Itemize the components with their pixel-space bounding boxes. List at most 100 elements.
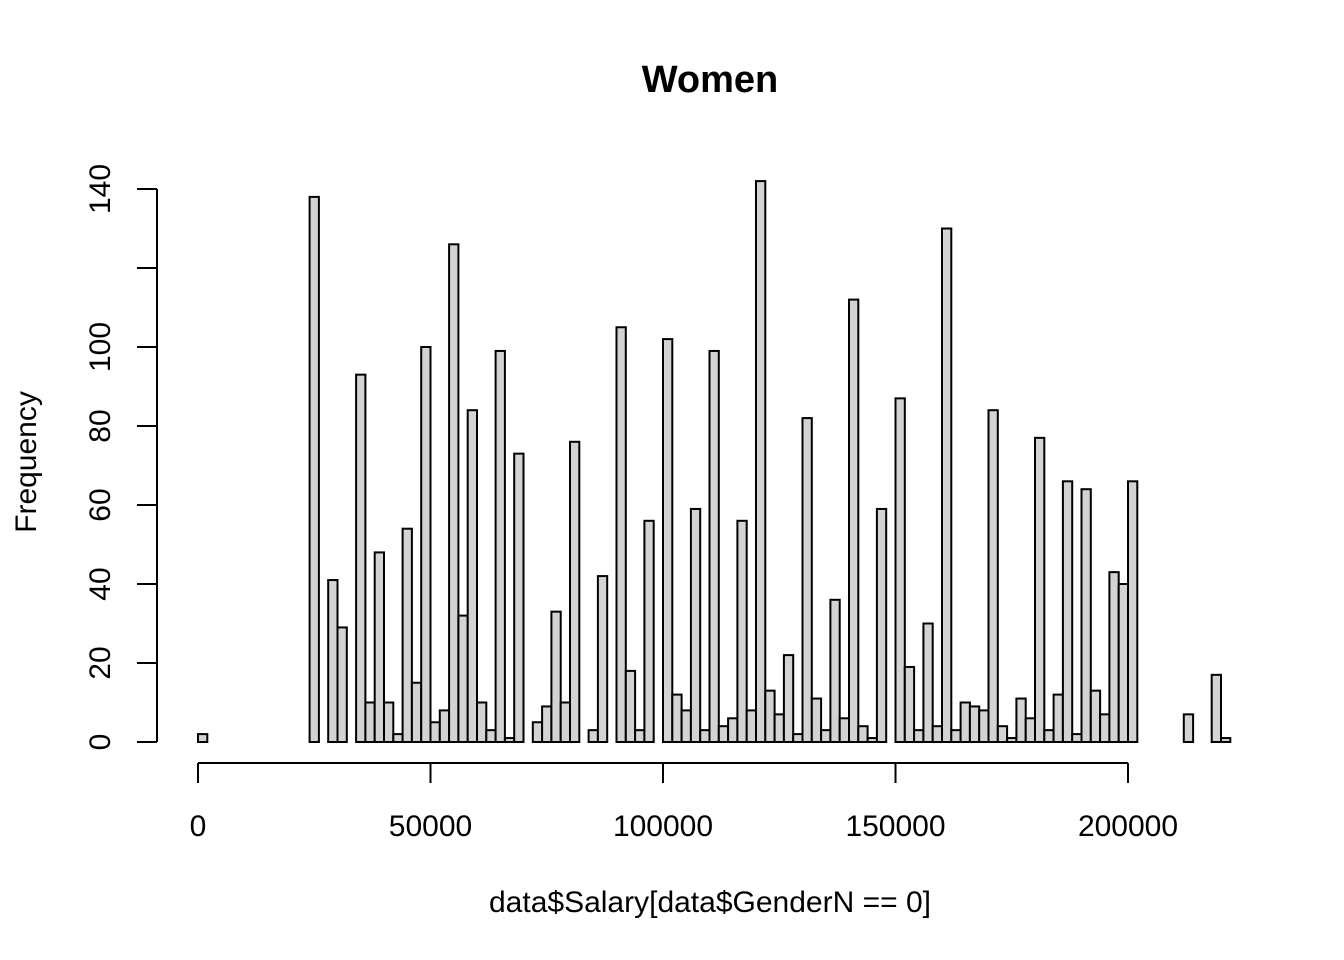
histogram-bar xyxy=(559,701,572,743)
histogram-bar xyxy=(1061,480,1074,743)
histogram-bar xyxy=(1043,729,1055,744)
histogram-bar xyxy=(745,709,758,744)
histogram-bar xyxy=(950,729,962,744)
histogram-bar xyxy=(1006,737,1018,743)
histogram-bar xyxy=(587,729,599,744)
histogram-bar xyxy=(364,701,376,743)
histogram-bar xyxy=(689,507,702,744)
histogram-bar xyxy=(401,527,413,744)
histogram-bar xyxy=(764,689,776,744)
histogram-bar xyxy=(420,346,432,743)
chart-title: Women xyxy=(642,59,779,101)
histogram-bar xyxy=(680,709,692,744)
y-tick-label: 20 xyxy=(84,646,117,679)
histogram-bar xyxy=(392,733,404,743)
histogram-bar xyxy=(531,721,544,743)
histogram-bar xyxy=(410,681,423,743)
histogram-bar xyxy=(373,551,386,744)
histogram-bar xyxy=(1052,693,1064,743)
y-axis-label: Frequency xyxy=(10,391,43,533)
histogram-bar xyxy=(457,614,469,743)
x-tick-label: 100000 xyxy=(613,810,713,843)
histogram-bar xyxy=(1024,717,1036,743)
histogram-bar xyxy=(1099,713,1111,743)
histogram-bar xyxy=(978,709,990,744)
histogram-bar xyxy=(485,729,497,744)
histogram-bar xyxy=(1220,737,1232,743)
bars-group xyxy=(197,180,1232,744)
histogram-bar xyxy=(1089,689,1102,744)
histogram-bar xyxy=(773,713,785,743)
histogram-bar xyxy=(857,725,869,744)
histogram-bar xyxy=(569,440,581,743)
histogram-bar xyxy=(513,452,525,743)
histogram-bar xyxy=(1127,480,1139,743)
histogram-bar xyxy=(941,227,953,743)
histogram-bar xyxy=(699,729,711,744)
histogram-bar xyxy=(1182,713,1195,743)
histogram-bar xyxy=(727,717,739,743)
histogram-bar xyxy=(476,701,488,743)
histogram-bar xyxy=(801,417,813,743)
histogram-bar xyxy=(782,654,795,743)
histogram-bar xyxy=(643,519,655,743)
histogram-bar xyxy=(968,705,981,744)
y-tick-label: 80 xyxy=(84,409,117,442)
y-tick-label: 0 xyxy=(84,734,117,751)
histogram-bar xyxy=(922,622,934,743)
histogram-bar xyxy=(755,180,767,744)
histogram-bar xyxy=(448,243,460,744)
histogram-bar xyxy=(494,349,506,743)
histogram-bar xyxy=(717,725,730,744)
histogram-bar xyxy=(327,579,339,743)
histogram-bar xyxy=(996,725,1009,744)
histogram-bar xyxy=(1071,733,1083,743)
histogram-bar xyxy=(866,737,878,743)
histogram-bar xyxy=(1117,583,1129,743)
histogram-bar xyxy=(875,507,888,744)
histogram-bar xyxy=(336,626,348,744)
histogram-bar xyxy=(848,298,860,743)
y-tick-label: 40 xyxy=(84,567,117,600)
histogram-bar xyxy=(1034,436,1046,743)
histogram-bar xyxy=(671,693,683,743)
histogram-bar xyxy=(987,409,999,743)
histogram-bar xyxy=(541,705,553,744)
y-tick-label: 100 xyxy=(84,322,117,372)
histogram-bar xyxy=(624,669,637,744)
histogram-bar xyxy=(820,729,832,744)
histogram-bar xyxy=(913,729,925,744)
histogram-bar xyxy=(429,721,441,743)
histogram-bar xyxy=(838,717,851,743)
histogram-bar xyxy=(308,195,320,743)
histogram-bar xyxy=(1210,673,1222,743)
histogram-bar xyxy=(829,598,841,743)
histogram-bar xyxy=(708,349,720,743)
histogram-bar xyxy=(596,575,609,743)
x-axis: 0 50000 100000 150000 200000 xyxy=(190,762,1178,843)
histogram-bar xyxy=(634,729,646,744)
histogram-bar xyxy=(810,697,823,743)
histogram-bar xyxy=(197,733,209,743)
histogram-bar xyxy=(931,725,944,744)
histogram-bar xyxy=(894,397,906,743)
x-tick-label: 50000 xyxy=(389,810,472,843)
y-tick-label: 60 xyxy=(84,488,117,521)
y-tick-label: 140 xyxy=(84,164,117,214)
histogram-bar xyxy=(1108,571,1120,744)
x-axis-label: data$Salary[data$GenderN == 0] xyxy=(489,886,931,919)
histogram-bar xyxy=(1080,488,1092,744)
x-tick-label: 150000 xyxy=(845,810,945,843)
y-axis: 0 20 40 60 80 100 140 xyxy=(84,164,158,751)
histogram-bar xyxy=(792,733,804,743)
histogram-bar xyxy=(736,519,748,743)
histogram-bar xyxy=(615,326,627,743)
histogram-bar xyxy=(355,373,367,743)
histogram-bar xyxy=(662,338,674,743)
histogram-bar xyxy=(903,665,916,744)
histogram-bar xyxy=(959,701,971,743)
histogram-bar xyxy=(1015,697,1027,743)
x-tick-label: 0 xyxy=(190,810,207,843)
histogram-bar xyxy=(550,610,562,744)
